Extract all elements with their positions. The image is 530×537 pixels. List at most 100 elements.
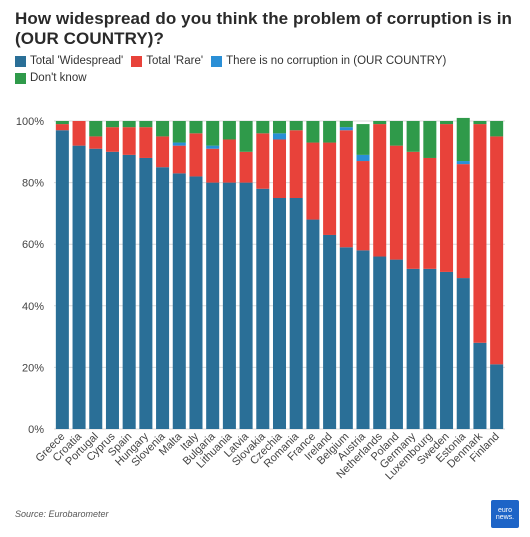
bar-segment xyxy=(473,342,487,429)
bar-segment xyxy=(306,121,320,143)
bar-segment xyxy=(289,130,303,198)
bar-segment xyxy=(440,124,454,272)
bar-segment xyxy=(139,127,153,158)
y-tick-label: 60% xyxy=(22,239,44,251)
bar-segment xyxy=(456,164,470,279)
bar-segment xyxy=(456,117,470,162)
bar-segment xyxy=(272,198,287,429)
bar-segment xyxy=(306,219,320,429)
bar-segment xyxy=(206,148,220,183)
bar-segment xyxy=(406,268,420,429)
bar-segment xyxy=(189,133,203,177)
bar-segment xyxy=(490,364,504,429)
legend-label-dont-know: Don't know xyxy=(30,72,87,84)
bar-segment xyxy=(289,121,303,131)
bar-segment xyxy=(440,121,454,125)
legend-item-no-corruption: There is no corruption in (OUR COUNTRY) xyxy=(211,54,446,69)
bar-segment xyxy=(423,268,437,429)
legend-swatch-no-corruption xyxy=(211,56,223,67)
bar-segment xyxy=(105,127,119,152)
bar-segment xyxy=(473,124,487,343)
bar-segment xyxy=(272,121,287,134)
y-tick-label: 0% xyxy=(28,424,44,436)
bar-segment xyxy=(122,154,136,429)
y-tick-label: 40% xyxy=(22,301,44,313)
bar-segment xyxy=(256,188,270,429)
bar-segment xyxy=(122,121,136,128)
bar-segment xyxy=(323,121,337,143)
bar-segment xyxy=(373,124,387,257)
bar-segment xyxy=(423,157,437,269)
bar-segment xyxy=(222,139,236,183)
bar-segment xyxy=(473,121,487,125)
y-tick-label: 80% xyxy=(22,178,44,190)
bar-segment xyxy=(206,145,220,149)
logo-text: euro news. xyxy=(491,507,519,521)
bar-segment xyxy=(389,259,403,429)
bar-segment xyxy=(306,142,320,220)
logo-bottom-text: news. xyxy=(495,514,515,521)
bar-segment xyxy=(189,121,203,134)
bar-segment xyxy=(356,250,370,429)
bar-segment xyxy=(339,247,353,429)
bar-segment xyxy=(356,161,370,251)
bar-segment xyxy=(323,142,337,235)
bar-segment xyxy=(389,145,403,260)
bar-segment xyxy=(222,182,236,429)
legend-item-rare: Total 'Rare' xyxy=(131,54,203,69)
bar-segment xyxy=(156,136,170,168)
bar-segment xyxy=(323,234,337,429)
euronews-logo: euro news. xyxy=(491,500,519,528)
bar-segment xyxy=(172,142,186,146)
y-tick-label: 100% xyxy=(16,116,44,128)
bar-segment xyxy=(105,121,119,128)
bar-segment xyxy=(89,121,103,137)
bar-segment xyxy=(239,182,253,429)
bar-segment xyxy=(206,182,220,429)
legend-label-widespread: Total 'Widespread' xyxy=(30,55,124,67)
bar-segment xyxy=(239,121,253,152)
bar-segment xyxy=(189,176,203,429)
bar-segment xyxy=(456,161,470,165)
legend-label-no-corruption: There is no corruption in (OUR COUNTRY) xyxy=(226,55,447,67)
bar-segment xyxy=(139,157,153,429)
bar-segment xyxy=(172,145,186,174)
bar-segment xyxy=(172,121,186,143)
bar-segment xyxy=(406,121,420,152)
bar-segment xyxy=(206,121,220,146)
bar-segment xyxy=(105,151,119,430)
y-tick-label: 20% xyxy=(22,362,44,374)
bar-segment xyxy=(139,121,153,128)
bar-segment xyxy=(423,121,437,158)
legend-row-2: Don't know xyxy=(15,71,520,86)
stacked-bar-chart: 0%20%40%60%80%100%GreeceCroatiaPortugalC… xyxy=(16,116,505,482)
bar-segment xyxy=(89,148,103,429)
bar-segment xyxy=(339,130,353,248)
legend-item-dont-know: Don't know xyxy=(15,71,87,86)
bar-segment xyxy=(356,154,370,162)
bar-segment xyxy=(406,151,420,269)
bar-segment xyxy=(256,121,270,134)
bar-segment xyxy=(256,133,270,189)
bar-segment xyxy=(172,173,186,429)
chart-area: 0% 20% 40% 60% 80% 100% Greece Croatia Portugal C… xyxy=(0,100,530,500)
legend-label-rare: Total 'Rare' xyxy=(146,55,204,67)
legend-item-widespread: Total 'Widespread' xyxy=(15,54,123,69)
bar-segment xyxy=(222,121,236,140)
bar-segment xyxy=(55,121,69,125)
legend-swatch-widespread xyxy=(15,56,26,67)
bar-segment xyxy=(272,139,287,198)
bar-segment xyxy=(373,256,387,429)
bar-segment xyxy=(89,136,103,149)
bar-segment xyxy=(339,127,353,131)
bar-segment xyxy=(156,167,170,429)
bar-segment xyxy=(55,124,69,131)
chart-legend: Total 'Widespread' Total 'Rare' There is… xyxy=(15,54,520,86)
logo-top-text: euro xyxy=(497,507,512,514)
bar-segment xyxy=(356,124,370,155)
bar-segment xyxy=(272,133,287,140)
source-note: Source: Eurobarometer xyxy=(15,509,109,519)
bar-segment xyxy=(239,151,253,183)
chart-title: How widespread do you think the problem … xyxy=(15,9,513,48)
